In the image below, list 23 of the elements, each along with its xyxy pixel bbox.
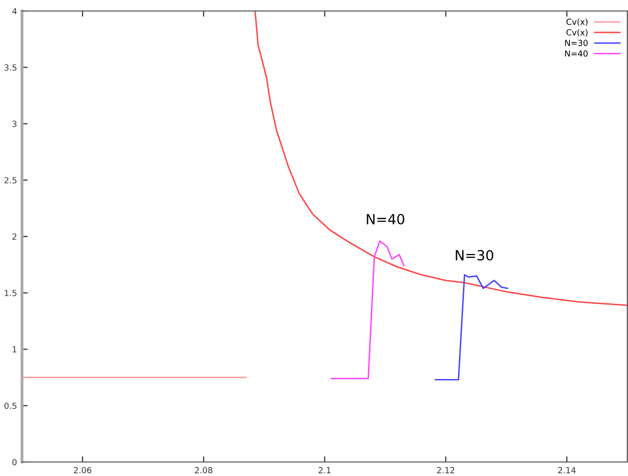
annotation: N=40 <box>366 214 404 224</box>
annotation: N=30 <box>456 250 494 261</box>
legend-label: N=30 <box>565 40 588 46</box>
x-tick-label: 2.1 <box>318 467 331 474</box>
y-tick-label: 0.5 <box>4 402 16 409</box>
legend-label: Cv(x) <box>566 18 588 26</box>
y-tick-label: 1 <box>12 346 16 352</box>
legend-label: Cv(x) <box>566 29 588 36</box>
x-tick-label: 2.14 <box>558 467 576 474</box>
x-tick-label: 2.06 <box>74 467 92 474</box>
y-tick-label: 3 <box>12 120 16 128</box>
y-tick-label: 3.5 <box>4 64 16 71</box>
line-series <box>330 240 405 380</box>
y-tick-label: 2.5 <box>4 177 16 184</box>
y-tick-label: 0 <box>12 458 17 466</box>
y-tick-label: 1.5 <box>4 290 16 296</box>
line-series <box>254 11 628 306</box>
legend-label: N=40 <box>565 50 588 57</box>
x-tick-label: 2.08 <box>194 467 212 474</box>
y-tick-label: 4 <box>12 8 17 14</box>
line-series <box>434 274 508 380</box>
x-tick-label: 2.12 <box>437 467 454 474</box>
y-tick-label: 2 <box>12 233 16 240</box>
